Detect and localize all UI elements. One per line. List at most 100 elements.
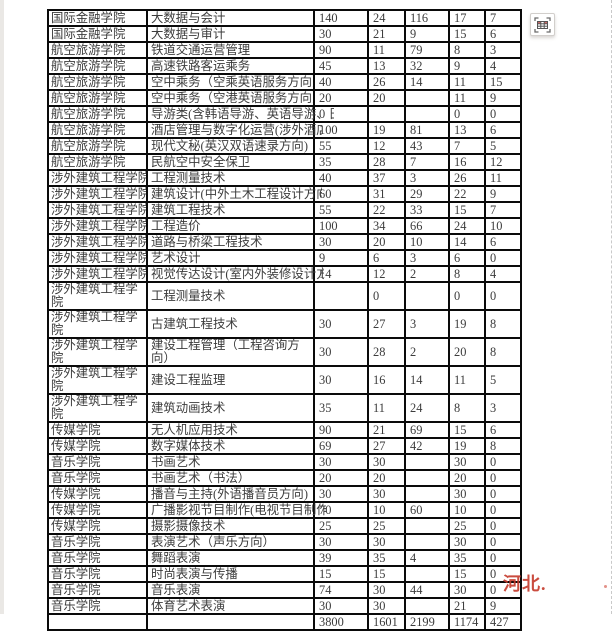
- table-row: 航空旅游学院 空中乘务（空乘英语服务方向） 40 26 14 11 15: [47, 73, 522, 91]
- value-cell: 10: [484, 217, 522, 235]
- major-cell: 空中乘务（空乘英语服务方向）: [146, 73, 315, 91]
- value-cell: 33: [404, 201, 450, 219]
- value-cell: 30: [367, 453, 406, 471]
- value-cell: 5: [484, 137, 522, 155]
- college-cell: 航空旅游学院: [47, 105, 148, 123]
- value-cell: 13: [448, 121, 486, 139]
- major-cell: 工程测量技术: [146, 281, 315, 311]
- major-cell-text: 酒店管理与数字化运营(涉外酒店方向): [151, 123, 322, 137]
- hebei-watermark: 河北.: [503, 574, 547, 594]
- value-cell: 30: [313, 25, 369, 43]
- value-cell: 4: [484, 57, 522, 75]
- value-cell: 35: [313, 153, 369, 171]
- value-cell: 90: [313, 41, 369, 59]
- college-cell: 传媒学院: [47, 501, 148, 519]
- value-cell: 30: [313, 533, 369, 551]
- table-row: 音乐学院 时尚表演与传播 15 15 15 0: [47, 565, 522, 583]
- college-cell: 国际金融学院: [47, 25, 148, 43]
- value-cell: 9: [484, 89, 522, 107]
- value-cell: 16: [448, 153, 486, 171]
- value-cell: 8: [448, 41, 486, 59]
- value-cell: [404, 565, 450, 583]
- value-cell: 0: [484, 517, 522, 535]
- value-cell: 0: [367, 281, 406, 311]
- value-cell: 31: [367, 185, 406, 203]
- value-cell: 100: [313, 121, 369, 139]
- value-cell: 0: [448, 281, 486, 311]
- value-cell: 32: [404, 57, 450, 75]
- value-cell: 37: [367, 169, 406, 187]
- value-cell: 3: [404, 309, 450, 339]
- value-cell: 427: [484, 613, 522, 631]
- value-cell: 7: [448, 137, 486, 155]
- college-cell: 传媒学院: [47, 421, 148, 439]
- college-cell: 传媒学院: [47, 517, 148, 535]
- value-cell: 0: [313, 105, 369, 123]
- value-cell: [404, 517, 450, 535]
- college-cell: 航空旅游学院: [47, 137, 148, 155]
- table-row: 涉外建筑工程学院 建设工程管理（工程咨询方向） 30 28 2 20 8: [47, 337, 522, 367]
- value-cell: 30: [448, 581, 486, 599]
- major-cell: 书画艺术: [146, 453, 315, 471]
- table-row: 音乐学院 音乐表演 74 30 44 30 0: [47, 581, 522, 599]
- value-cell: 3: [404, 249, 450, 267]
- value-cell: 140: [313, 9, 369, 27]
- value-cell: 44: [404, 581, 450, 599]
- value-cell: 0: [484, 105, 522, 123]
- table-row: 音乐学院 书画艺术 30 30 30 0: [47, 453, 522, 471]
- value-cell: 8: [484, 337, 522, 367]
- college-cell: 航空旅游学院: [47, 41, 148, 59]
- value-cell: 79: [404, 41, 450, 59]
- college-cell: 涉外建筑工程学院: [47, 233, 148, 251]
- value-cell: 9: [484, 185, 522, 203]
- value-cell: 10: [367, 501, 406, 519]
- value-cell: 3: [484, 41, 522, 59]
- value-cell: 6: [484, 25, 522, 43]
- value-cell: [404, 485, 450, 503]
- college-cell: 音乐学院: [47, 549, 148, 567]
- major-cell: 广播影视节目制作(电视节目制作方向): [146, 501, 326, 519]
- major-cell: 书画艺术（书法）: [146, 469, 315, 487]
- college-cell: 国际金融学院: [47, 9, 148, 27]
- value-cell: 20: [367, 469, 406, 487]
- value-cell: 10: [448, 501, 486, 519]
- table-row: 音乐学院 表演艺术（声乐方向） 30 30 30 0: [47, 533, 522, 551]
- value-cell: 70: [313, 501, 369, 519]
- value-cell: 20: [313, 469, 369, 487]
- value-cell: 9: [484, 597, 522, 615]
- value-cell: [404, 597, 450, 615]
- value-cell: 11: [448, 73, 486, 91]
- major-cell-text: 现代文秘(英汉双语速录方向): [151, 139, 308, 153]
- value-cell: 30: [313, 337, 369, 367]
- page-margin-dashed-line: [611, 0, 612, 614]
- table-row: 航空旅游学院 现代文秘(英汉双语速录方向) 55 12 43 7 5: [47, 137, 522, 155]
- value-cell: 42: [404, 437, 450, 455]
- table-row: 涉外建筑工程学院 艺术设计 9 6 3 6 0: [47, 249, 522, 267]
- major-cell-text: 广播影视节目制作(电视节目制作方向): [151, 503, 326, 517]
- value-cell: 15: [484, 73, 522, 91]
- college-cell: 涉外建筑工程学院: [47, 185, 148, 203]
- college-cell: 传媒学院: [47, 437, 148, 455]
- table-recognition-icon: [534, 16, 551, 33]
- value-cell: 27: [367, 309, 406, 339]
- college-cell: 音乐学院: [47, 565, 148, 583]
- value-cell: 11: [367, 41, 406, 59]
- value-cell: 35: [448, 549, 486, 567]
- table-row: 传媒学院 数字媒体技术 69 27 42 19 8: [47, 437, 522, 455]
- college-cell: 航空旅游学院: [47, 89, 148, 107]
- major-cell: 舞蹈表演: [146, 549, 315, 567]
- value-cell: 15: [448, 25, 486, 43]
- major-cell: 铁道交通运营管理: [146, 41, 315, 59]
- value-cell: 0: [484, 469, 522, 487]
- value-cell: 25: [313, 517, 369, 535]
- value-cell: 22: [367, 201, 406, 219]
- value-cell: 90: [313, 421, 369, 439]
- table-row: 航空旅游学院 民航空中安全保卫 35 28 7 16 12: [47, 153, 522, 171]
- major-cell: 古建筑工程技术: [146, 309, 315, 339]
- table-ocr-button[interactable]: [530, 13, 555, 36]
- value-cell: 6: [484, 121, 522, 139]
- college-cell: 涉外建筑工程学院: [47, 309, 148, 339]
